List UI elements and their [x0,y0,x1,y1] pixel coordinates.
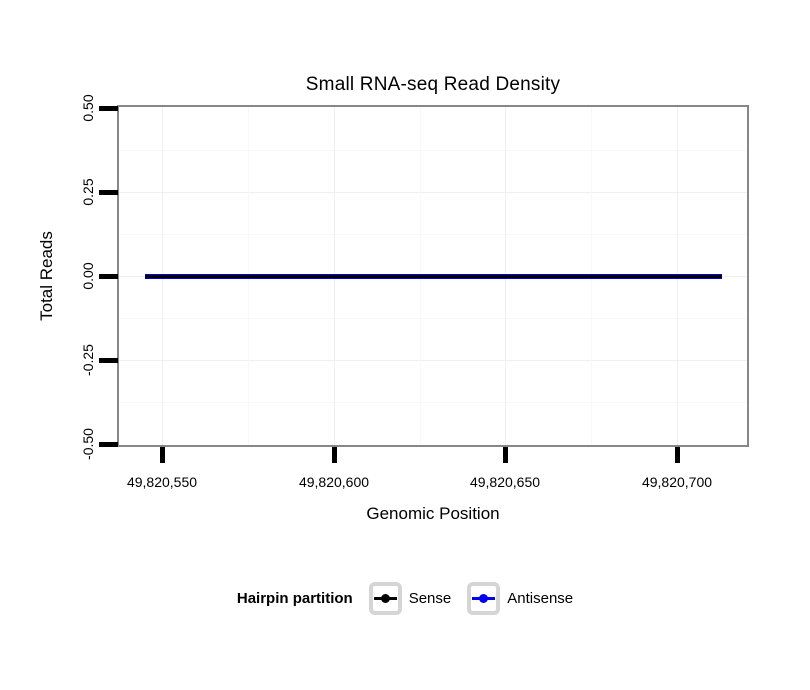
antisense-line [145,274,722,279]
antisense-key-dot-icon [479,593,489,603]
gridline-h-minor [119,318,747,319]
y-tick [99,190,118,195]
y-tick [99,274,118,279]
x-tick [160,447,165,463]
x-tick [503,447,508,463]
x-axis-title: Genomic Position [366,504,500,523]
gridline-h-minor [119,150,747,151]
y-tick [99,106,118,111]
x-tick [675,447,680,463]
x-tick [332,447,337,463]
y-tick-label: -0.50 [80,428,96,460]
legend-label-sense: Sense [408,589,452,607]
y-tick [99,358,118,363]
gridline-h-major [119,360,747,361]
y-tick-label: 0.50 [80,94,96,122]
legend-label-antisense: Antisense [507,589,574,607]
y-tick-label: -0.25 [80,344,96,376]
x-tick-label: 49,820,700 [641,474,713,490]
legend-title: Hairpin partition [236,589,353,607]
legend-entry-sense: Sense [368,581,452,615]
y-axis-title: Total Reads [37,231,56,321]
sense-key-icon [368,581,402,615]
y-tick-label: 0.25 [80,178,96,206]
sense-key-dot-icon [380,593,390,603]
sense-line [145,275,722,278]
gridline-h-major [119,192,747,193]
y-tick [99,442,118,447]
x-tick-label: 49,820,650 [469,474,541,490]
x-tick-label: 49,820,550 [126,474,198,490]
x-tick-label: 49,820,600 [298,474,370,490]
gridline-h-minor [119,234,747,235]
legend: Hairpin partition Sense Antisense [0,580,810,616]
legend-entry-antisense: Antisense [467,581,574,615]
antisense-key-icon [467,581,501,615]
chart-title: Small RNA-seq Read Density [305,74,561,95]
y-tick-label: 0.00 [80,262,96,290]
gridline-h-minor [119,402,747,403]
plot-panel [117,105,749,447]
